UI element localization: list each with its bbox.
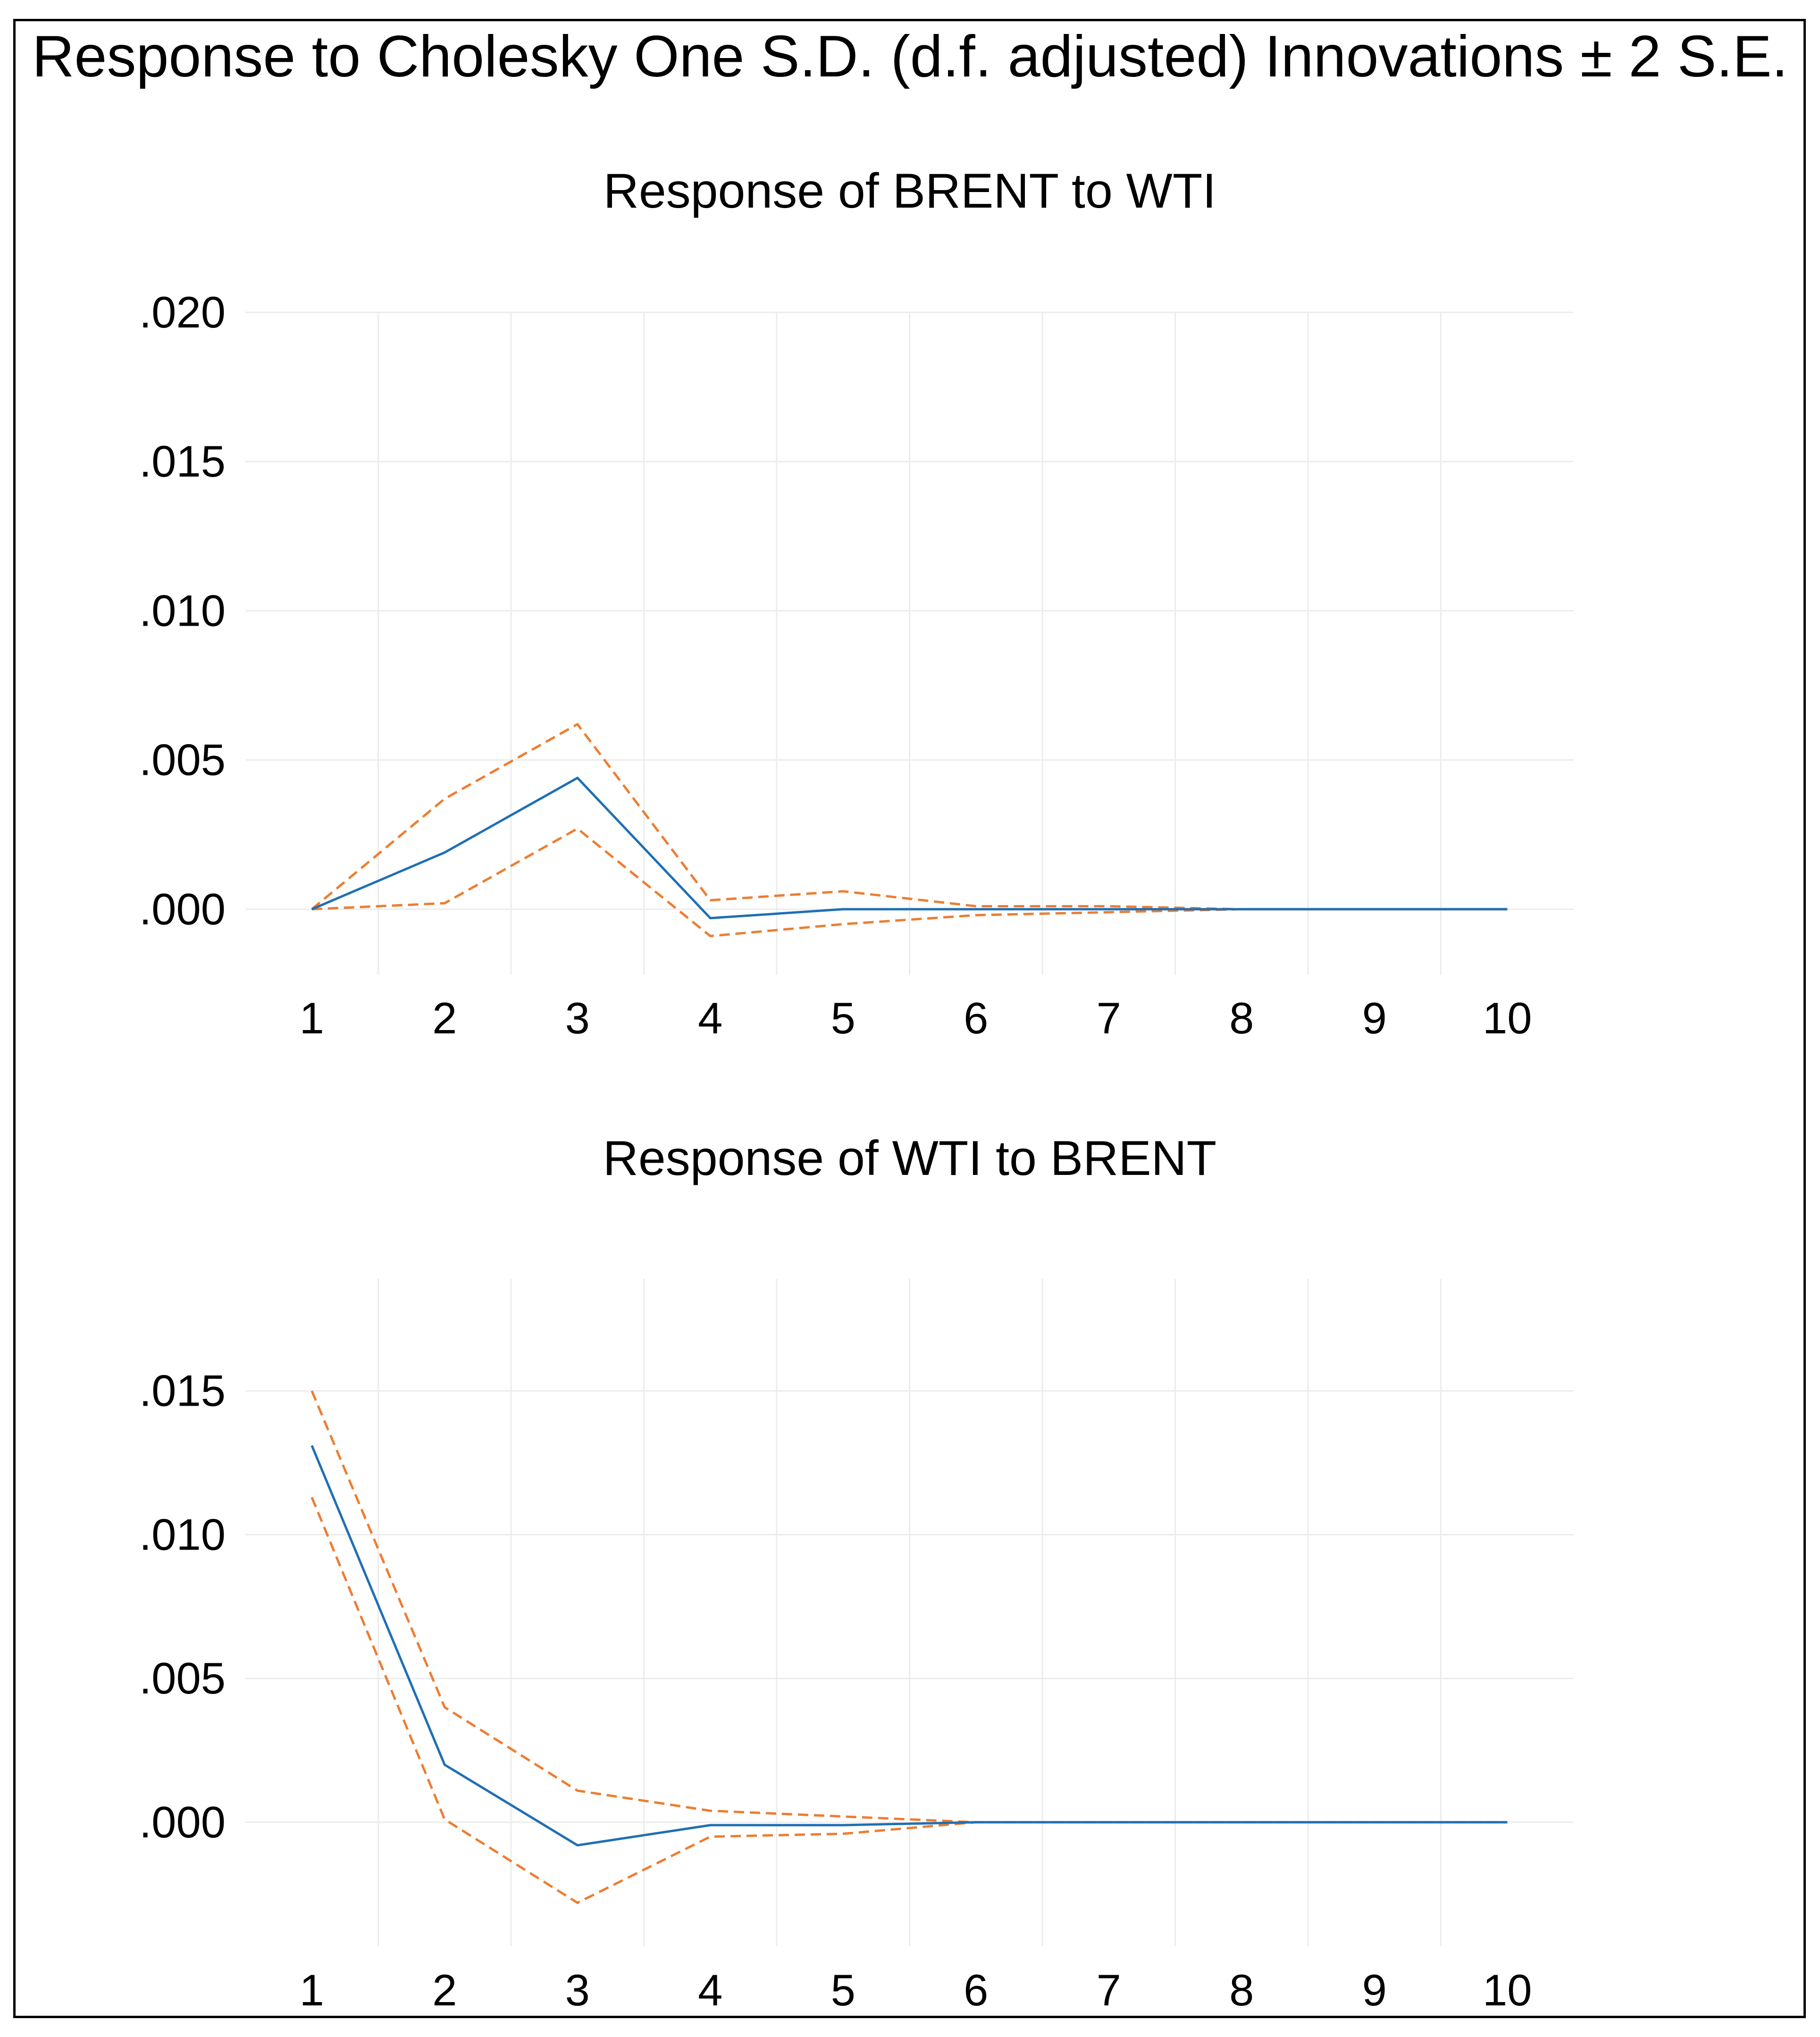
x-tick-label: 4 <box>698 1965 722 2015</box>
x-tick-label: 9 <box>1362 1965 1387 2015</box>
x-tick-label: 1 <box>300 993 324 1043</box>
panel-title: Response of WTI to BRENT <box>603 1131 1216 1186</box>
x-tick-label: 3 <box>565 1965 590 2015</box>
panel-wti-to-brent: Response of WTI to BRENT .000 .005 .010 .015… <box>139 1131 1574 2015</box>
response-line <box>311 777 1508 920</box>
x-tick-label: 5 <box>831 1965 855 2015</box>
x-tick-label: 8 <box>1229 993 1254 1043</box>
x-tick-label: 3 <box>565 993 590 1043</box>
y-tick-label: .005 <box>139 735 226 785</box>
y-tick-label: .015 <box>139 1366 226 1416</box>
y-tick-label: .000 <box>139 884 226 934</box>
response-line <box>310 1445 1508 1847</box>
panel-brent-to-wti: Response of BRENT to WTI .000 .005 .010 .015… <box>139 164 1574 1043</box>
panel-title: Response of BRENT to WTI <box>604 164 1216 218</box>
x-tick-label: 4 <box>698 993 722 1043</box>
y-tick-label: .010 <box>139 586 226 635</box>
x-tick-label: 5 <box>831 993 855 1043</box>
x-tick-label: 1 <box>300 1965 324 2015</box>
y-tick-label: .010 <box>139 1509 226 1559</box>
x-tick-label: 2 <box>432 1965 457 2015</box>
x-tick-label: 6 <box>964 1965 988 2015</box>
x-tick-label: 2 <box>432 993 457 1043</box>
x-tick-label: 6 <box>964 993 988 1043</box>
x-tick-label: 8 <box>1229 1965 1254 2015</box>
x-tick-label: 10 <box>1483 993 1532 1043</box>
lower-band-line <box>311 827 1508 938</box>
y-tick-label: .015 <box>139 436 226 486</box>
x-tick-label: 9 <box>1362 993 1387 1043</box>
y-tick-label: .020 <box>139 287 226 337</box>
main-title: Response to Cholesky One S.D. (d.f. adju… <box>32 24 1788 89</box>
y-tick-label: .000 <box>139 1797 226 1847</box>
x-tick-label: 7 <box>1097 993 1121 1043</box>
x-tick-label: 10 <box>1483 1965 1532 2015</box>
upper-band-line <box>310 1390 1508 1824</box>
y-tick-label: .005 <box>139 1653 226 1703</box>
x-tick-label: 7 <box>1097 1965 1121 2015</box>
